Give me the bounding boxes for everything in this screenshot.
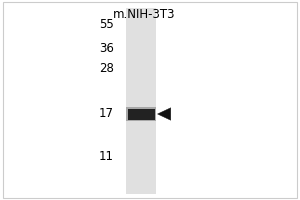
Text: 28: 28 [99,62,114,74]
Bar [126,8,156,194]
Text: 36: 36 [99,42,114,54]
Text: 17: 17 [99,107,114,120]
Polygon shape [158,108,171,120]
Bar [128,108,154,120]
Text: m.NIH-3T3: m.NIH-3T3 [113,8,175,21]
Text: 55: 55 [99,18,114,30]
Text: 11: 11 [99,150,114,162]
Bar [126,106,156,121]
